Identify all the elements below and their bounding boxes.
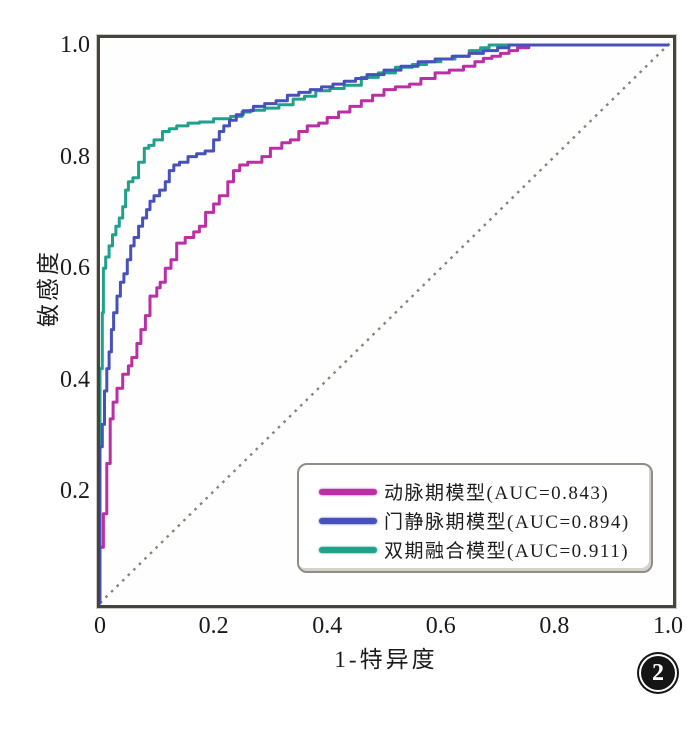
legend-item-portal_venous: 门静脉期模型(AUC=0.894) xyxy=(299,506,651,535)
y-tick-label-0.2: 0.2 xyxy=(60,478,90,505)
x-axis-label: 1-特异度 xyxy=(334,647,438,672)
y-tick-label-0.4: 0.4 xyxy=(60,366,90,393)
roc-svg xyxy=(100,41,672,605)
legend-item-arterial: 动脉期模型(AUC=0.843) xyxy=(299,477,651,506)
legend: 动脉期模型(AUC=0.843) 门静脉期模型(AUC=0.894) 双期融合模型(… xyxy=(297,463,653,573)
figure-number: 2 xyxy=(652,660,664,686)
x-tick-label-0.4: 0.4 xyxy=(312,613,343,639)
y-tick-label-1.0: 1.0 xyxy=(60,32,90,58)
roc-curve-portal_venous xyxy=(100,43,670,605)
legend-label-dual_phase: 双期融合模型(AUC=0.911) xyxy=(384,541,630,562)
x-tick-label-0.2: 0.2 xyxy=(198,613,229,639)
roc-curve-arterial xyxy=(100,43,670,605)
legend-label-portal_venous: 门静脉期模型(AUC=0.894) xyxy=(384,512,630,533)
y-tick-label-0.6: 0.6 xyxy=(60,255,90,282)
legend-swatch-arterial xyxy=(319,488,377,495)
legend-label-arterial: 动脉期模型(AUC=0.843) xyxy=(384,483,610,504)
legend-swatch-portal_venous xyxy=(319,517,377,524)
x-tick-label-0.6: 0.6 xyxy=(425,613,456,639)
y-tick-label-0.8: 0.8 xyxy=(60,143,90,170)
legend-swatch-dual_phase xyxy=(319,546,377,553)
x-tick-label-0.8: 0.8 xyxy=(539,613,570,639)
x-tick-label-0: 0 xyxy=(94,613,106,639)
diagonal-reference-line xyxy=(100,41,672,604)
figure-number-badge: 2 xyxy=(641,656,675,690)
legend-item-dual_phase: 双期融合模型(AUC=0.911) xyxy=(299,535,651,564)
x-tick-label-1.0: 1.0 xyxy=(653,613,683,639)
